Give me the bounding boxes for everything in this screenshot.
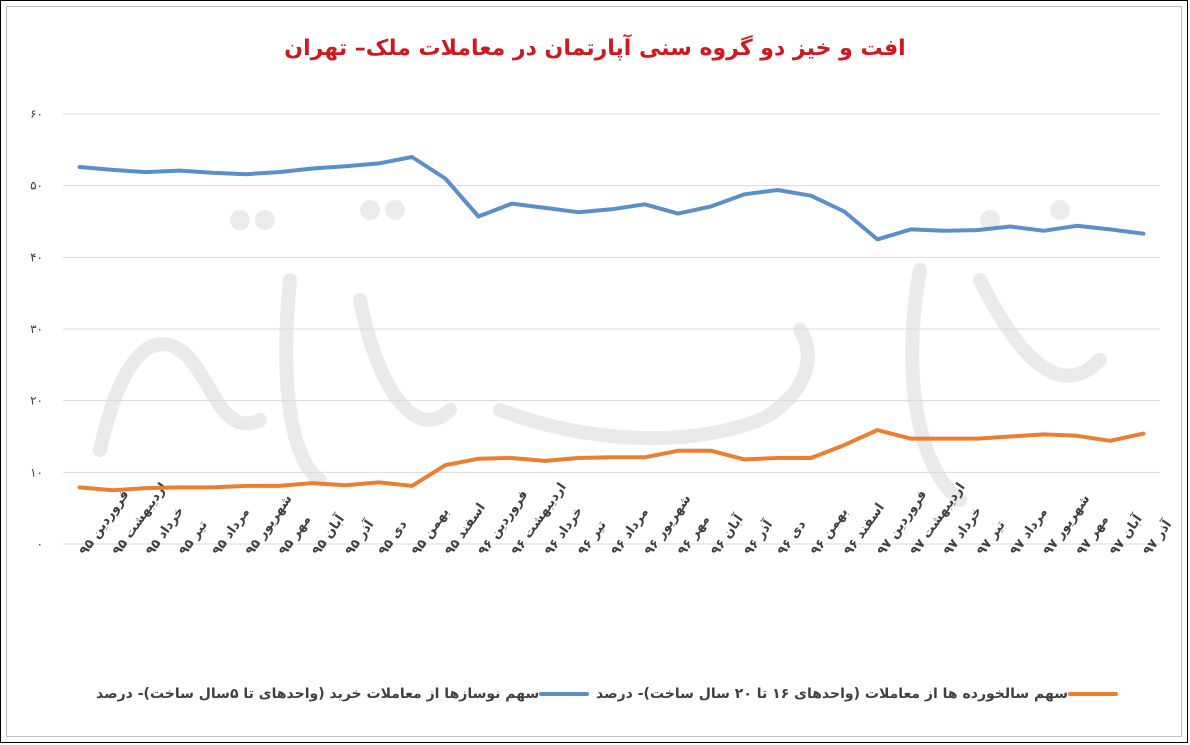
legend-label-new-units: سهم نوسازها از معاملات خرید (واحدهای تا …: [96, 686, 540, 702]
y-tick-label: ۰: [37, 537, 43, 551]
y-tick-label: ۵۰: [30, 179, 43, 193]
series-line-new-units: [77, 155, 1146, 242]
y-tick-label: ۲۰: [30, 394, 43, 408]
legend: سهم نوسازها از معاملات خرید (واحدهای تا …: [0, 686, 1190, 710]
y-tick-label: ۱۰: [30, 465, 43, 479]
y-tick-label: ۴۰: [30, 250, 43, 264]
x-tick-label: آبان ۹۶: [707, 511, 747, 559]
x-tick-label: آبان ۹۷: [1105, 511, 1145, 559]
series-line-old-units: [77, 428, 1146, 493]
chart-title: افت و خیز دو گروه سنی آپارتمان در معاملا…: [284, 36, 906, 61]
legend-swatch-orange: [1068, 692, 1119, 696]
x-tick-label: تیر ۹۵: [176, 518, 210, 558]
legend-item-new-units: سهم نوسازها از معاملات خرید (واحدهای تا …: [96, 686, 597, 702]
x-tick-label: تیر ۹۶: [575, 518, 609, 558]
x-tick-label: آبان ۹۵: [308, 511, 348, 559]
legend-item-old-units: سهم سالخورده ها از معاملات (واحدهای ۱۶ ت…: [596, 686, 1126, 702]
legend-label-old-units: سهم سالخورده ها از معاملات (واحدهای ۱۶ ت…: [596, 686, 1069, 702]
y-tick-label: ۳۰: [30, 322, 43, 336]
y-tick-label: ۶۰: [30, 107, 43, 121]
x-tick-label: تیر ۹۷: [974, 518, 1008, 558]
legend-swatch-blue: [539, 692, 590, 696]
x-tick-label: دی ۹۵: [376, 517, 411, 558]
x-tick-label: دی ۹۶: [775, 517, 810, 558]
